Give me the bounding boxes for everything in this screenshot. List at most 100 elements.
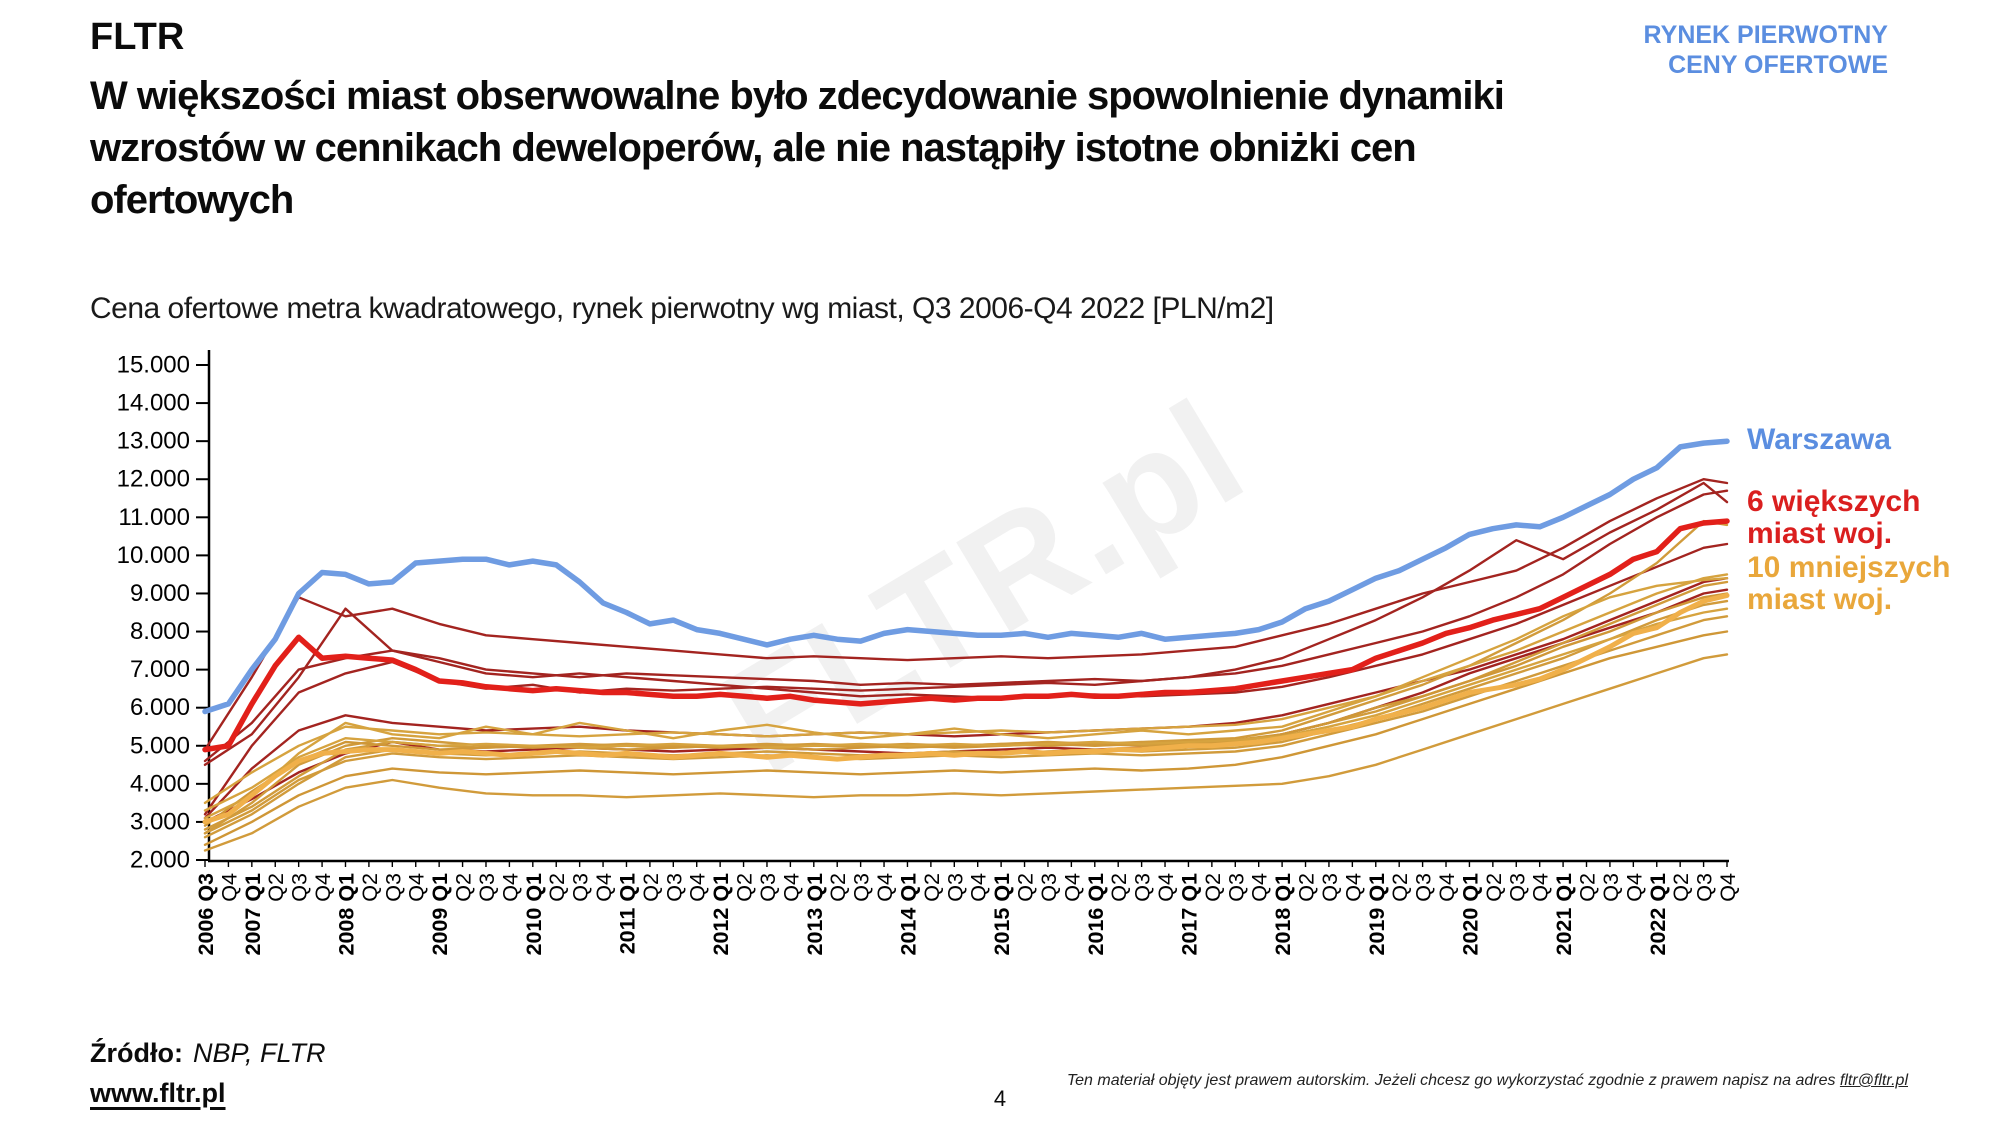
x-tick-label: 2021 Q1: [1552, 873, 1576, 956]
legend-6-bigger-cities: 6 większych miast woj.: [1747, 485, 1921, 550]
y-tick-label: 2.000: [130, 847, 190, 874]
x-tick-label: Q4: [1154, 873, 1178, 902]
series-6 większych miast woj. — miasto 2: [203, 489, 1729, 763]
y-tick-label: 10.000: [117, 542, 190, 569]
series-6 większych miast woj. (średnia): [202, 518, 1730, 753]
x-tick-label: Q3: [756, 873, 780, 902]
x-tick-label: Q3: [288, 873, 312, 902]
y-tick-label: 9.000: [130, 580, 190, 607]
series-10 mniejszych miast woj. — miasto 6: [203, 607, 1729, 812]
x-tick-label: 2010 Q1: [522, 873, 546, 956]
x-tick-label: Q2: [1295, 873, 1319, 902]
x-tick-label: 2008 Q1: [335, 873, 359, 956]
x-tick-label: Q4: [217, 873, 241, 902]
page-title: W większości miast obserwowalne było zde…: [90, 70, 1505, 226]
title-line-1: W większości miast obserwowalne było zde…: [90, 74, 1505, 118]
x-tick-label: Q3: [1505, 873, 1529, 902]
series-6 większych miast woj. — miasto 1: [203, 478, 1729, 751]
x-tick-label: 2020 Q1: [1458, 873, 1482, 956]
x-tick-label: Q4: [1341, 873, 1365, 902]
series-10 mniejszych miast woj. — miasto 9: [203, 653, 1729, 852]
x-tick-label: Q4: [779, 873, 803, 902]
x-tick-label: Q4: [1716, 873, 1740, 902]
x-tick-label: 2007 Q1: [241, 873, 265, 956]
title-line-2: wzrostów w cennikach deweloperów, ale ni…: [90, 126, 1417, 170]
copyright-email-link[interactable]: fltr@fltr.pl: [1839, 1072, 1908, 1089]
x-tick-label: 2014 Q1: [897, 873, 921, 956]
y-tick-label: 3.000: [130, 808, 190, 835]
x-tick-label: 2016 Q1: [1084, 873, 1108, 956]
x-tick-label: Q3: [943, 873, 967, 902]
logo-fltr: FLTR: [90, 16, 185, 58]
x-tick-label: 2006 Q3: [194, 873, 218, 956]
series-6 większych miast woj. — miasto 3: [203, 481, 1729, 816]
y-tick-label: 8.000: [130, 618, 190, 645]
x-tick-label: Q2: [545, 873, 569, 902]
x-tick-label: Q2: [1576, 873, 1600, 902]
series-10 mniejszych miast woj. — miasto 8: [203, 630, 1729, 846]
x-tick-label: 2018 Q1: [1271, 873, 1295, 956]
x-tick-label: Q2: [1201, 873, 1225, 902]
series-6 większych miast woj. — miasto 5: [203, 577, 1729, 820]
x-tick-label: Q3: [475, 873, 499, 902]
chart-subtitle: Cena ofertowe metra kwadratowego, rynek …: [90, 292, 1274, 325]
x-tick-label: 2015 Q1: [990, 873, 1014, 956]
series-Warszawa: [202, 438, 1730, 715]
x-tick-label: 2017 Q1: [1177, 873, 1201, 956]
y-tick-label: 6.000: [130, 694, 190, 721]
x-tick-label: Q3: [1224, 873, 1248, 902]
x-tick-label: Q2: [452, 873, 476, 902]
x-tick-label: 2022 Q1: [1646, 873, 1670, 956]
y-tick-label: 15.000: [117, 352, 190, 379]
x-tick-label: Q4: [405, 873, 429, 902]
x-tick-label: Q2: [920, 873, 944, 902]
website-link[interactable]: www.fltr.pl: [90, 1078, 226, 1108]
y-tick-label: 14.000: [117, 390, 190, 417]
y-tick-label: 12.000: [117, 466, 190, 493]
y-tick-label: 13.000: [117, 428, 190, 455]
source-label: Źródło:: [90, 1038, 183, 1068]
x-tick-label: Q3: [1599, 873, 1623, 902]
x-tick-label: Q4: [1248, 873, 1272, 902]
x-tick-label: Q4: [1060, 873, 1084, 902]
x-tick-label: Q2: [1388, 873, 1412, 902]
x-tick-label: Q3: [1693, 873, 1717, 902]
x-tick-label: Q2: [1107, 873, 1131, 902]
y-tick-label: 11.000: [118, 504, 190, 531]
legend-warszawa: Warszawa: [1747, 423, 1891, 456]
x-tick-label: Q4: [686, 873, 710, 902]
x-tick-label: 2011 Q1: [616, 873, 640, 954]
x-tick-label: Q2: [733, 873, 757, 902]
x-tick-label: Q3: [850, 873, 874, 902]
source-value: NBP, FLTR: [192, 1038, 326, 1068]
x-tick-label: Q4: [592, 873, 616, 902]
x-tick-label: Q3: [569, 873, 593, 902]
copyright-note: Ten materiał objęty jest prawem autorski…: [1067, 1072, 1908, 1090]
legend-10-smaller-cities: 10 mniejszych miast woj.: [1747, 551, 1951, 616]
x-tick-label: Q2: [264, 873, 288, 902]
page-number: 4: [993, 1086, 1007, 1111]
x-tick-label: 2013 Q1: [803, 873, 827, 956]
copyright-text: Ten materiał objęty jest prawem autorski…: [1066, 1072, 1840, 1089]
x-tick-label: Q2: [1014, 873, 1038, 902]
x-tick-label: Q4: [311, 873, 335, 902]
x-tick-label: Q4: [967, 873, 991, 902]
x-tick-label: Q3: [1037, 873, 1061, 902]
x-tick-label: Q2: [1669, 873, 1693, 902]
source-line: Źródło: NBP, FLTR: [90, 1038, 326, 1069]
x-tick-label: Q4: [498, 873, 522, 902]
y-tick-label: 4.000: [130, 770, 190, 797]
series-10 mniejszych miast woj. — miasto 4: [203, 592, 1729, 827]
y-tick-label: 7.000: [130, 656, 190, 683]
series-10 mniejszych miast woj. — miasto 10: [203, 577, 1729, 820]
x-tick-label: Q2: [358, 873, 382, 902]
x-tick-label: Q3: [662, 873, 686, 902]
x-tick-label: Q3: [381, 873, 405, 902]
x-tick-label: Q2: [1482, 873, 1506, 902]
x-tick-label: Q4: [1622, 873, 1646, 902]
x-tick-label: Q2: [826, 873, 850, 902]
series-10 mniejszych miast woj. (średnia): [202, 592, 1730, 825]
title-line-3: ofertowych: [90, 178, 294, 222]
